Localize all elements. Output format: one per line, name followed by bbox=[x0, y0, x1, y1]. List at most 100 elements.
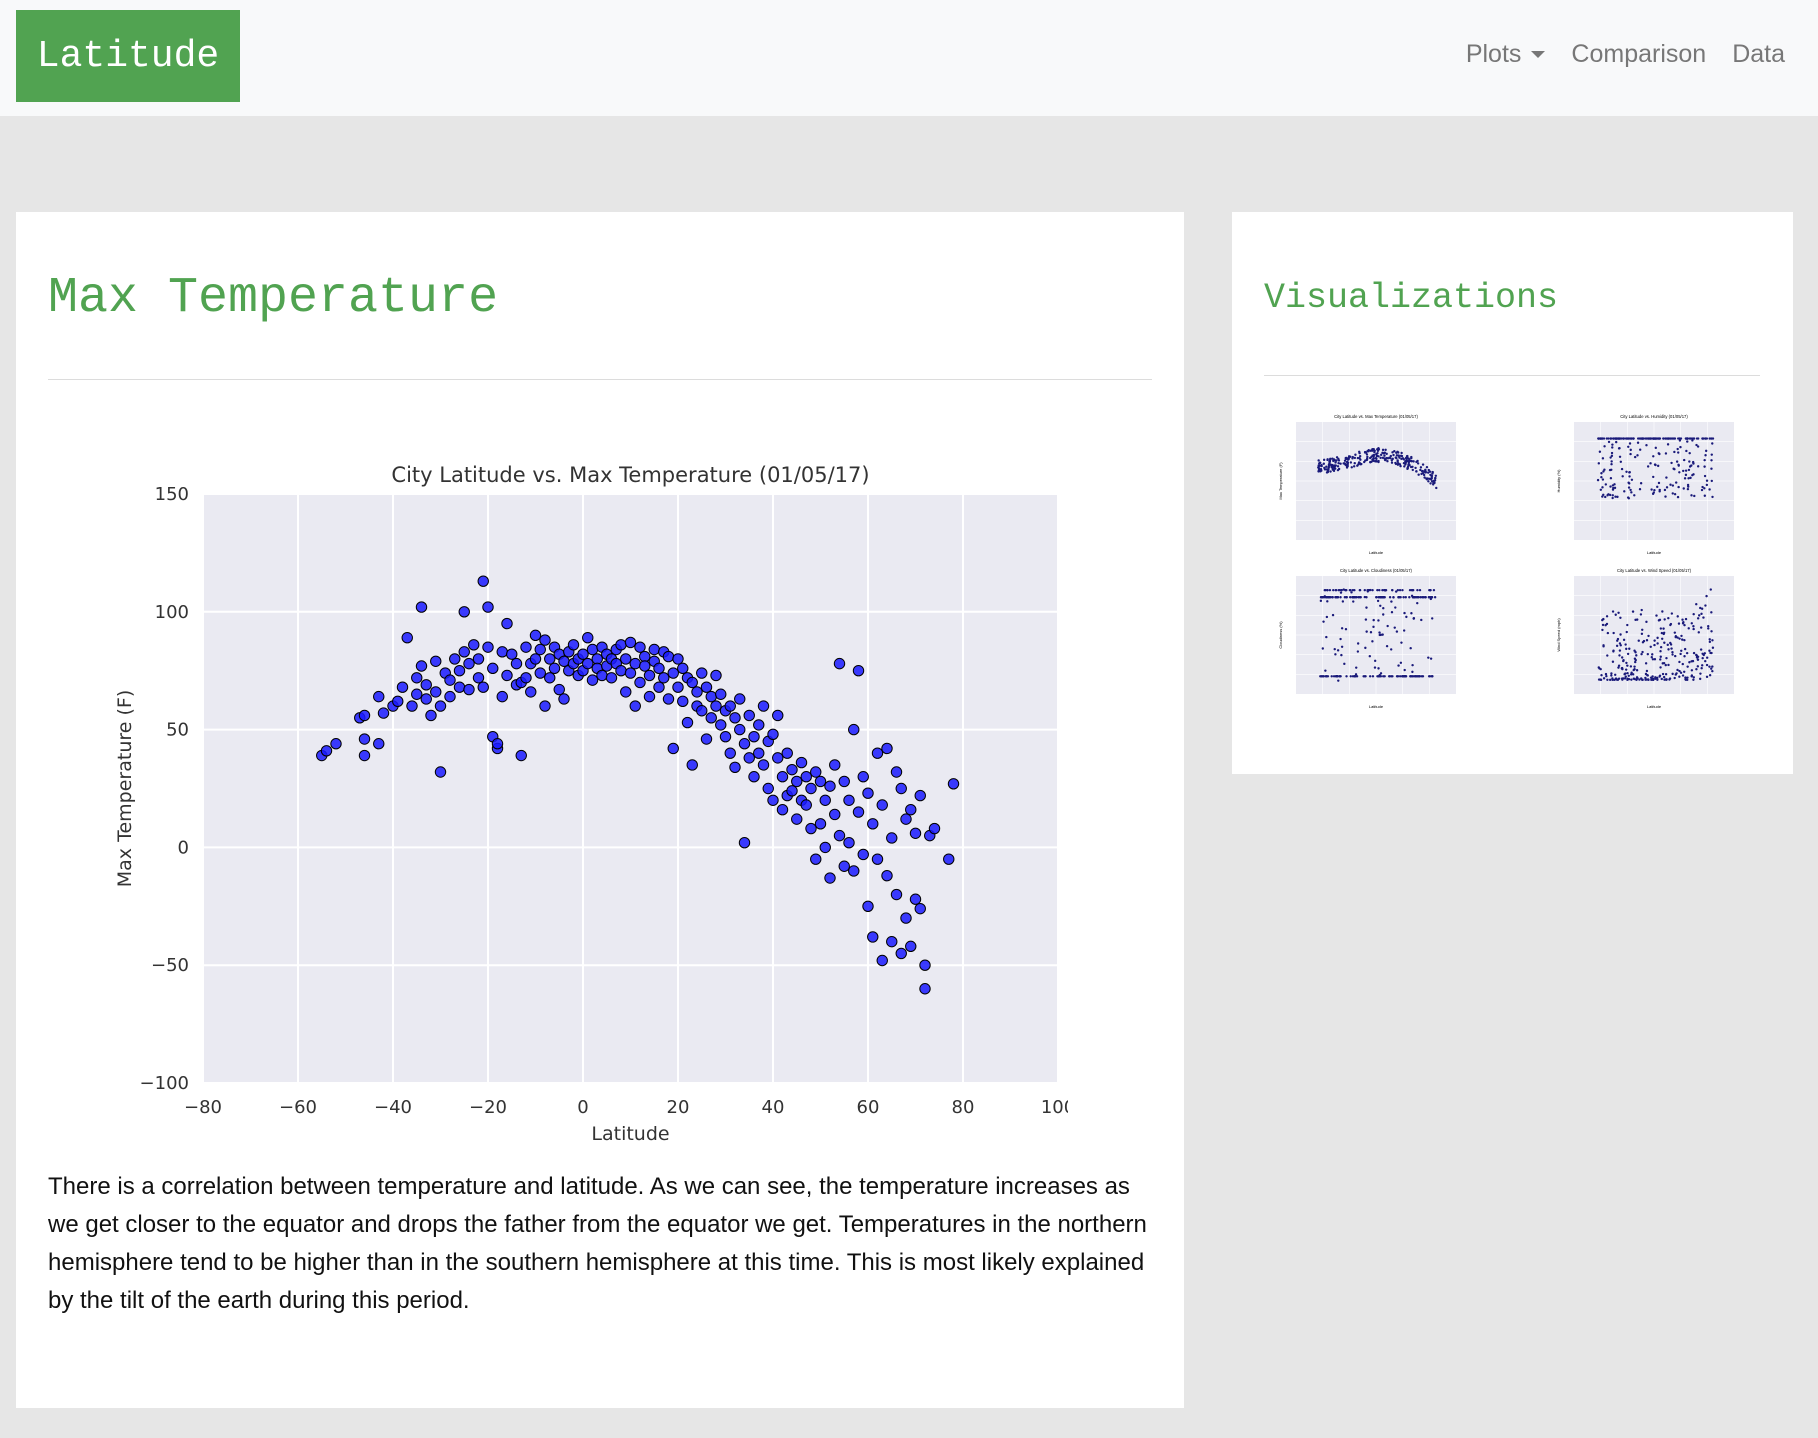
data-point bbox=[639, 660, 651, 672]
thumb-data-point bbox=[1394, 456, 1397, 459]
thumb-data-point bbox=[1404, 456, 1408, 460]
thumb-data-point bbox=[1628, 471, 1631, 474]
thumb-data-point bbox=[1710, 437, 1714, 440]
thumb-data-point bbox=[1685, 651, 1689, 655]
main-card: Max Temperature −80 −60 −40 −20 0 20 40 60 80 100… bbox=[16, 212, 1184, 1408]
thumb-data-point bbox=[1392, 453, 1395, 457]
thumb-data-point bbox=[1325, 635, 1328, 639]
data-point bbox=[662, 693, 675, 705]
thumb-data-point bbox=[1626, 437, 1630, 440]
thumb-data-point bbox=[1659, 658, 1662, 661]
thumb-data-point bbox=[1611, 677, 1614, 680]
nav-plots-dropdown[interactable]: Plots bbox=[1453, 36, 1559, 73]
thumb-data-point bbox=[1627, 445, 1630, 448]
data-point bbox=[529, 629, 542, 642]
thumb-data-point bbox=[1333, 459, 1336, 462]
thumb-data-point bbox=[1325, 465, 1328, 468]
thumb-data-point bbox=[1690, 622, 1693, 625]
thumb-data-point bbox=[1620, 467, 1624, 471]
thumb-data-point bbox=[1371, 640, 1374, 643]
thumb-wind-speed[interactable]: City Latitude vs. Wind Speed (01/05/17) L… bbox=[1530, 564, 1740, 714]
thumb-data-point bbox=[1602, 493, 1605, 497]
thumb-data-point bbox=[1691, 439, 1694, 442]
data-point bbox=[586, 643, 599, 656]
thumb-data-point bbox=[1654, 676, 1657, 679]
thumb-data-point bbox=[1324, 669, 1327, 672]
thumb-data-point bbox=[1388, 675, 1391, 678]
data-point bbox=[843, 794, 855, 806]
thumb-humidity[interactable]: City Latitude vs. Humidity (01/05/17) Lat… bbox=[1530, 410, 1740, 560]
thumb-data-point bbox=[1602, 470, 1605, 473]
thumb-data-point bbox=[1403, 465, 1406, 468]
brand-link[interactable]: Latitude bbox=[16, 10, 240, 102]
thumb-data-point bbox=[1700, 607, 1704, 610]
data-point bbox=[814, 818, 827, 830]
thumb-data-point bbox=[1657, 619, 1661, 622]
thumb-data-point bbox=[1620, 666, 1624, 670]
thumb-data-point bbox=[1676, 668, 1679, 672]
thumb-data-point bbox=[1708, 665, 1711, 668]
thumb-data-point bbox=[1617, 664, 1621, 667]
data-point bbox=[496, 646, 508, 658]
thumb-x-label: Latitude bbox=[1647, 550, 1662, 555]
data-point bbox=[420, 679, 432, 691]
data-point bbox=[881, 742, 893, 755]
thumb-data-point bbox=[1658, 488, 1661, 492]
data-point bbox=[458, 606, 470, 618]
thumb-data-point bbox=[1606, 678, 1609, 682]
thumb-data-point bbox=[1382, 613, 1385, 616]
data-point bbox=[482, 601, 494, 613]
data-point bbox=[477, 681, 489, 693]
thumb-data-point bbox=[1427, 656, 1430, 659]
thumb-data-point bbox=[1390, 459, 1394, 462]
thumb-max-temperature[interactable]: City Latitude vs. Max Temperature (01/05… bbox=[1252, 410, 1462, 560]
thumb-data-point bbox=[1703, 458, 1706, 462]
data-point bbox=[857, 848, 869, 861]
thumb-data-point bbox=[1364, 451, 1368, 454]
thumb-data-point bbox=[1675, 672, 1678, 675]
thumb-y-label: Cloudiness (%) bbox=[1278, 621, 1283, 649]
data-point bbox=[748, 771, 760, 783]
thumb-data-point bbox=[1668, 678, 1671, 681]
thumb-data-point bbox=[1635, 654, 1638, 657]
thumb-data-point bbox=[1348, 596, 1352, 599]
data-point bbox=[734, 723, 746, 736]
thumb-data-point bbox=[1674, 654, 1677, 658]
nav-comparison-link[interactable]: Comparison bbox=[1571, 40, 1707, 68]
data-point bbox=[886, 832, 898, 844]
thumb-data-point bbox=[1669, 483, 1672, 486]
data-point bbox=[482, 641, 494, 653]
thumb-cloudiness[interactable]: City Latitude vs. Cloudiness (01/05/17) L… bbox=[1252, 564, 1462, 714]
data-point bbox=[396, 681, 409, 693]
thumb-data-point bbox=[1672, 467, 1675, 470]
thumb-data-point bbox=[1365, 457, 1369, 460]
thumb-data-point bbox=[1377, 460, 1380, 464]
data-point bbox=[919, 959, 931, 971]
thumb-data-point bbox=[1402, 458, 1406, 461]
thumb-data-point bbox=[1708, 674, 1712, 677]
thumb-data-point bbox=[1367, 448, 1370, 452]
thumb-data-point bbox=[1325, 468, 1328, 471]
data-point bbox=[686, 759, 698, 771]
nav-data-link[interactable]: Data bbox=[1732, 40, 1785, 68]
data-point bbox=[653, 662, 665, 675]
thumb-data-point bbox=[1324, 588, 1327, 592]
data-point bbox=[544, 653, 556, 665]
y-axis-label: Max Temperature (F) bbox=[114, 690, 136, 887]
thumb-data-point bbox=[1678, 471, 1681, 474]
thumb-data-point bbox=[1631, 610, 1635, 613]
thumb-data-point bbox=[1700, 612, 1703, 616]
thumb-data-point bbox=[1425, 477, 1428, 480]
thumb-data-point bbox=[1386, 459, 1389, 463]
thumb-data-point bbox=[1696, 665, 1700, 668]
thumb-data-point bbox=[1695, 443, 1698, 447]
data-point bbox=[719, 730, 732, 743]
x-tick-label: 0 bbox=[577, 1097, 588, 1118]
thumb-data-point bbox=[1326, 675, 1330, 678]
thumb-data-point bbox=[1337, 467, 1341, 471]
thumb-data-point bbox=[1616, 437, 1620, 440]
thumb-data-point bbox=[1340, 627, 1344, 630]
thumb-data-point bbox=[1692, 625, 1695, 628]
thumb-data-point bbox=[1369, 461, 1372, 464]
thumb-data-point bbox=[1645, 443, 1648, 447]
